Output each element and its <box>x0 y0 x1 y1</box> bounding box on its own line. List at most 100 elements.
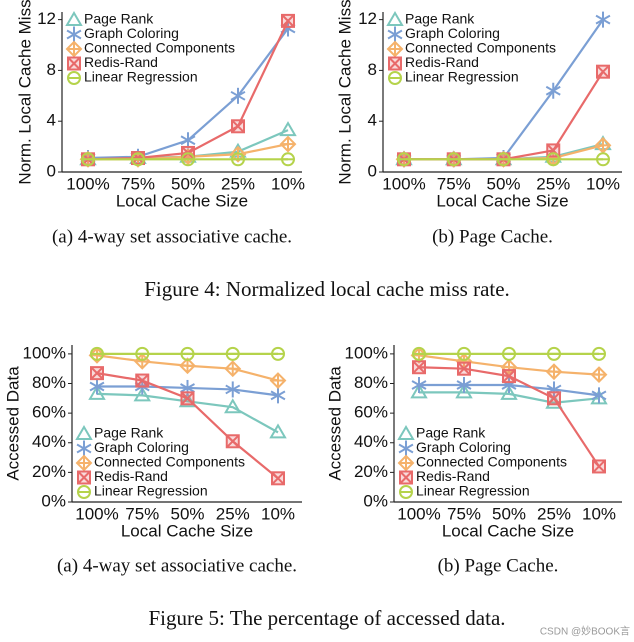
legend-label: Graph Coloring <box>94 439 189 455</box>
star-arm <box>456 380 472 390</box>
marker <box>595 11 611 28</box>
legend-label: Connected Components <box>94 454 245 470</box>
x-tick-label: 50% <box>170 504 204 523</box>
marker <box>225 346 240 361</box>
legend-label: Redis-Rand <box>416 468 490 484</box>
marker <box>591 387 607 404</box>
legend-label: Linear Regression <box>416 483 530 499</box>
marker <box>66 26 82 43</box>
triangle <box>279 121 297 137</box>
y-axis-label: Accessed Data <box>325 366 344 481</box>
marker <box>388 71 402 85</box>
cross <box>399 470 413 485</box>
x-tick-label: 25% <box>221 174 255 193</box>
marker <box>65 40 83 58</box>
marker <box>546 152 561 167</box>
marker <box>590 366 608 384</box>
marker <box>131 152 145 167</box>
triangle <box>455 383 473 399</box>
chart: 0 4 8 12 100% 75% 50% 25% 10% Local Cache Size Nor… <box>15 0 305 247</box>
diamond <box>279 135 297 153</box>
legend-label: Graph Coloring <box>405 25 500 41</box>
star-arm <box>411 380 427 390</box>
y-tick-label: 60% <box>32 403 66 422</box>
marker <box>135 346 150 361</box>
marker <box>76 440 92 457</box>
x-tick-label: 25% <box>537 504 571 523</box>
y-tick-label: 80% <box>32 373 66 392</box>
x-axis-label: Local Cache Size <box>116 191 248 210</box>
marker <box>545 82 561 99</box>
marker <box>500 358 518 376</box>
legend-label: Graph Coloring <box>416 439 511 455</box>
marker <box>135 373 150 388</box>
legend-label: Linear Regression <box>405 69 519 85</box>
cross <box>596 64 610 79</box>
marker <box>180 391 195 406</box>
marker <box>592 459 606 474</box>
marker <box>133 386 151 402</box>
marker <box>281 152 295 167</box>
cross <box>135 373 149 388</box>
star-arm <box>387 29 403 40</box>
triangle <box>269 423 287 439</box>
cross <box>281 14 295 28</box>
diamond <box>179 357 196 375</box>
cross <box>226 434 240 448</box>
x-tick-label: 100% <box>382 174 425 193</box>
diamond <box>397 454 415 472</box>
subfigure-caption: (a) 4-way set associative cache. <box>57 555 297 576</box>
y-tick-label: 40% <box>32 432 66 451</box>
marker <box>75 454 93 472</box>
marker <box>500 384 518 400</box>
cross <box>388 56 402 71</box>
star-arm <box>66 29 82 40</box>
diamond <box>545 363 563 381</box>
legend-label: Redis-Rand <box>405 54 479 70</box>
star-arm <box>225 384 241 395</box>
marker <box>181 152 195 167</box>
marker <box>90 366 104 381</box>
marker <box>81 152 95 167</box>
x-tick-label: 10% <box>586 174 620 193</box>
triangle <box>65 11 83 26</box>
y-tick-label: 12 <box>358 9 377 28</box>
marker <box>397 454 415 472</box>
subfigure-caption: (a) 4-way set associative cache. <box>52 226 292 247</box>
x-tick-label: 75% <box>437 174 471 193</box>
cross <box>67 56 81 71</box>
subfigure-caption: (b) Page Cache. <box>438 555 559 576</box>
marker <box>231 152 245 167</box>
diamond <box>269 372 287 389</box>
legend-label: Page Rank <box>416 425 486 441</box>
marker <box>496 152 511 167</box>
triangle <box>88 384 106 400</box>
marker <box>88 384 106 400</box>
y-tick-label: 0 <box>47 161 56 180</box>
chart: 0% 20% 40% 60% 80% 100% 100% 75% 50% 25% 10% Local … <box>325 343 622 576</box>
legend-label: Connected Components <box>405 40 556 56</box>
x-tick-label: 25% <box>536 174 570 193</box>
star-arm <box>270 390 286 401</box>
x-tick-label: 10% <box>261 504 295 523</box>
y-axis-label: Accessed Data <box>3 366 22 481</box>
legend-label: Page Rank <box>405 11 475 27</box>
cross <box>457 361 471 376</box>
marker <box>90 346 104 361</box>
x-tick-label: 10% <box>271 174 305 193</box>
triangle <box>224 398 242 414</box>
diamond <box>590 366 608 384</box>
marker <box>457 346 471 361</box>
y-tick-label: 100% <box>345 343 388 362</box>
cross <box>90 366 104 380</box>
star-arm <box>230 90 246 101</box>
marker <box>281 13 295 28</box>
marker <box>271 346 285 361</box>
x-tick-label: 10% <box>582 504 616 523</box>
star-arm <box>180 383 195 393</box>
marker <box>269 372 287 389</box>
figure-caption: Figure 4: Normalized local cache miss ra… <box>144 277 510 301</box>
y-tick-label: 4 <box>47 111 56 130</box>
cross <box>547 391 561 406</box>
